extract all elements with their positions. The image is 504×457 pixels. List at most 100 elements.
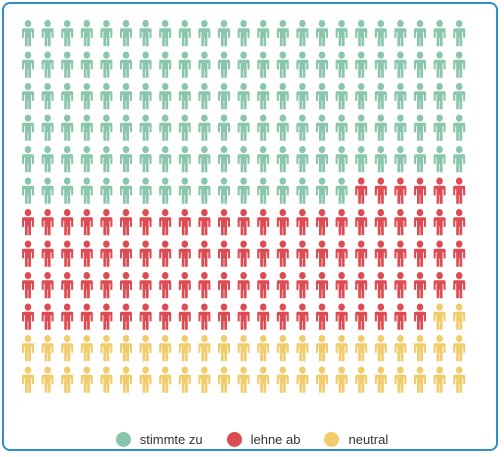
person-icon-agree — [120, 177, 132, 204]
person-icon-disagree — [374, 272, 387, 299]
person-icon-agree — [21, 83, 34, 110]
person-icon-agree — [276, 177, 289, 204]
person-icon-agree — [100, 51, 113, 78]
person-icon-neutral — [61, 366, 74, 393]
person-icon-agree — [80, 83, 93, 110]
person-icon-neutral — [433, 335, 446, 362]
person-icon-disagree — [178, 209, 191, 236]
person-icon-disagree — [315, 303, 328, 330]
person-icon-neutral — [453, 303, 466, 330]
person-icon-agree — [21, 20, 34, 47]
person-icon-agree — [100, 20, 113, 47]
person-icon-agree — [237, 83, 250, 110]
person-icon-agree — [21, 51, 34, 78]
person-icon-disagree — [315, 240, 328, 267]
person-icon-agree — [198, 83, 211, 110]
person-icon-neutral — [178, 366, 191, 393]
person-icon-neutral — [355, 366, 368, 393]
legend-item-disagree[interactable]: lehne ab — [226, 432, 300, 447]
person-icon-disagree — [237, 303, 250, 330]
person-icon-disagree — [80, 272, 93, 299]
person-icon-neutral — [374, 366, 387, 393]
person-icon-agree — [237, 177, 250, 204]
person-icon-neutral — [139, 335, 152, 362]
person-icon-neutral — [394, 335, 407, 362]
person-icon-disagree — [61, 303, 74, 330]
person-icon-neutral — [374, 335, 387, 362]
person-icon-disagree — [413, 272, 426, 299]
person-icon-agree — [159, 177, 172, 204]
legend-label-agree: stimmte zu — [139, 432, 203, 447]
person-icon-disagree — [335, 272, 348, 299]
person-icon-agree — [433, 146, 446, 173]
person-icon-disagree — [198, 209, 211, 236]
person-icon-agree — [374, 51, 387, 78]
person-icon-agree — [413, 51, 426, 78]
person-icon-disagree — [159, 209, 172, 236]
person-icon-disagree — [218, 272, 230, 299]
person-icon-disagree — [394, 209, 407, 236]
person-icon-disagree — [433, 177, 446, 204]
person-icon-agree — [120, 146, 132, 173]
person-icon-agree — [413, 114, 426, 141]
person-icon-disagree — [374, 240, 387, 267]
person-icon-agree — [315, 177, 328, 204]
person-icon-disagree — [178, 272, 191, 299]
person-icon-agree — [276, 19, 289, 47]
person-icon-agree — [41, 146, 54, 173]
person-icon-neutral — [41, 335, 54, 362]
person-icon-neutral — [257, 366, 270, 393]
legend-item-agree[interactable]: stimmte zu — [115, 432, 203, 447]
person-icon-disagree — [355, 272, 368, 299]
person-icon-agree — [453, 114, 466, 141]
person-icon-agree — [120, 83, 132, 110]
person-icon-disagree — [159, 240, 172, 267]
person-icon-agree — [100, 83, 113, 110]
person-icon-neutral — [237, 366, 250, 393]
person-icon-neutral — [80, 366, 93, 393]
legend-swatch-agree — [115, 432, 131, 447]
person-icon-agree — [80, 114, 93, 141]
person-icon-neutral — [335, 366, 348, 393]
person-icon-agree — [159, 19, 172, 47]
person-icon-agree — [41, 114, 54, 141]
person-icon-disagree — [413, 303, 426, 330]
person-icon-neutral — [237, 335, 250, 362]
person-icon-neutral — [257, 335, 270, 362]
person-icon-disagree — [296, 240, 309, 267]
person-icon-disagree — [139, 209, 152, 236]
person-icon-agree — [61, 146, 74, 173]
legend-item-neutral[interactable]: neutral — [324, 432, 388, 447]
person-icon-agree — [218, 51, 230, 78]
person-icon-disagree — [315, 209, 328, 236]
person-icon-agree — [80, 146, 93, 173]
person-icon-disagree — [139, 272, 152, 299]
person-icon-disagree — [374, 177, 387, 204]
person-icon-neutral — [61, 335, 74, 362]
person-icon-disagree — [296, 272, 309, 299]
person-icon-disagree — [120, 209, 132, 236]
person-icon-agree — [61, 83, 74, 110]
person-icon-agree — [100, 114, 113, 141]
legend: stimmte zu lehne ab neutral — [4, 432, 500, 447]
person-icon-agree — [374, 146, 387, 173]
person-icon-agree — [139, 114, 152, 141]
person-icon-disagree — [120, 272, 132, 299]
legend-label-neutral: neutral — [348, 432, 389, 447]
person-icon-agree — [198, 51, 211, 78]
person-icon-disagree — [315, 272, 328, 299]
person-icon-agree — [159, 51, 172, 78]
person-icon-agree — [296, 114, 309, 141]
person-icon-neutral — [296, 366, 309, 393]
person-icon-disagree — [394, 272, 407, 299]
person-icon-disagree — [355, 303, 368, 330]
person-icon-agree — [276, 146, 289, 173]
person-icon-disagree — [218, 240, 230, 267]
person-icon-agree — [80, 177, 93, 204]
person-icon-agree — [120, 20, 132, 47]
person-icon-disagree — [80, 303, 93, 330]
person-icon-agree — [198, 114, 211, 141]
person-icon-agree — [257, 19, 270, 47]
person-icon-disagree — [394, 177, 407, 204]
person-icon-agree — [394, 146, 407, 173]
